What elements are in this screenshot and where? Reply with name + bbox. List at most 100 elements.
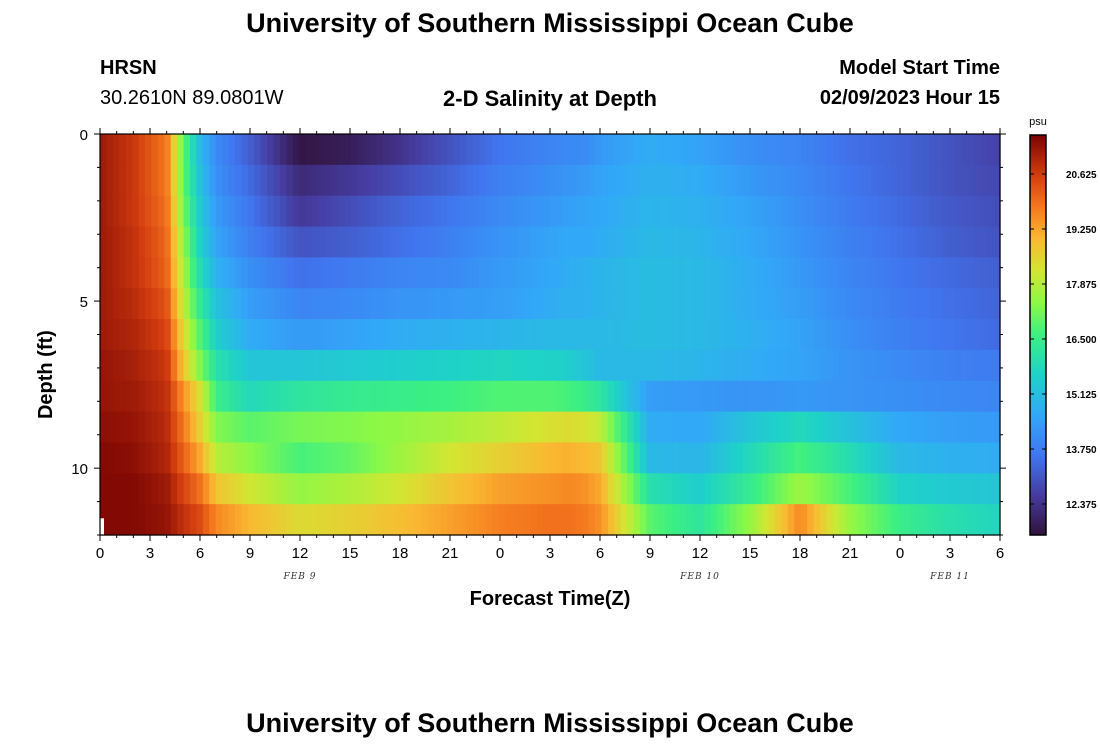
heatmap-cell — [839, 195, 847, 228]
heatmap-cell — [897, 411, 905, 444]
heatmap-cell — [235, 226, 243, 258]
heatmap-cell — [447, 380, 455, 413]
heatmap-cell — [659, 349, 667, 382]
heatmap-cell — [370, 257, 378, 289]
heatmap-cell — [794, 226, 802, 258]
heatmap-cell — [106, 134, 114, 166]
heatmap-cell — [370, 226, 378, 258]
heatmap-cell — [382, 473, 390, 505]
heatmap-cell — [318, 257, 326, 289]
heatmap-cell — [196, 134, 204, 166]
heatmap-cell — [241, 442, 249, 474]
heatmap-cell — [427, 134, 435, 166]
heatmap-cell — [370, 164, 378, 197]
heatmap-cell — [190, 504, 198, 536]
heatmap-cell — [125, 473, 133, 505]
heatmap-cell — [710, 164, 718, 197]
heatmap-cell — [267, 319, 275, 351]
heatmap-cell — [318, 504, 326, 536]
heatmap-cell — [652, 257, 660, 289]
heatmap-cell — [730, 164, 738, 197]
heatmap-cell — [916, 411, 924, 444]
heatmap-cell — [980, 134, 988, 166]
heatmap-cell — [820, 319, 828, 351]
heatmap-cell — [530, 226, 538, 258]
heatmap-cell — [858, 319, 866, 351]
heatmap-cell — [164, 195, 172, 228]
heatmap-cell — [691, 134, 699, 166]
heatmap-cell — [755, 134, 763, 166]
heatmap-cell — [337, 473, 345, 505]
heatmap-cell — [659, 473, 667, 505]
heatmap-cell — [157, 380, 165, 413]
heatmap-cell — [652, 134, 660, 166]
heatmap-cell — [138, 164, 146, 197]
heatmap-cell — [505, 319, 513, 351]
heatmap-cell — [492, 411, 500, 444]
heatmap-cell — [273, 288, 281, 320]
heatmap-cell — [292, 226, 300, 258]
heatmap-cell — [807, 349, 815, 382]
heatmap-cell — [350, 226, 358, 258]
heatmap-cell — [100, 226, 108, 258]
heatmap-cell — [440, 442, 448, 474]
heatmap-cell — [151, 319, 159, 351]
heatmap-cell — [839, 349, 847, 382]
heatmap-cell — [685, 349, 693, 382]
heatmap-cell — [479, 411, 487, 444]
heatmap-cell — [119, 442, 127, 474]
heatmap-cell — [421, 380, 429, 413]
heatmap-cell — [376, 380, 384, 413]
heatmap-cell — [498, 319, 506, 351]
heatmap-cell — [775, 504, 783, 536]
heatmap-cell — [402, 442, 410, 474]
heatmap-cell — [775, 134, 783, 166]
heatmap-cell — [691, 442, 699, 474]
heatmap-cell — [164, 134, 172, 166]
heatmap-cell — [993, 226, 1001, 258]
heatmap-cell — [582, 226, 590, 258]
heatmap-cell — [305, 473, 313, 505]
heatmap-cell — [466, 349, 474, 382]
heatmap-cell — [280, 195, 288, 228]
heatmap-cell — [292, 257, 300, 289]
heatmap-cell — [254, 411, 262, 444]
heatmap-cell — [125, 380, 133, 413]
heatmap-cell — [357, 380, 365, 413]
heatmap-cell — [601, 442, 609, 474]
heatmap-cell — [106, 473, 114, 505]
heatmap-cell — [865, 380, 873, 413]
heatmap-cell — [215, 257, 223, 289]
heatmap-cell — [305, 195, 313, 228]
heatmap-cell — [781, 473, 789, 505]
heatmap-cell — [620, 164, 628, 197]
heatmap-cell — [633, 473, 641, 505]
heatmap-cell — [190, 442, 198, 474]
heatmap-cell — [505, 195, 513, 228]
heatmap-cell — [640, 288, 648, 320]
heatmap-cell — [190, 411, 198, 444]
heatmap-cell — [845, 473, 853, 505]
heatmap-cell — [556, 473, 564, 505]
heatmap-cell — [241, 473, 249, 505]
heatmap-cell — [337, 442, 345, 474]
heatmap-cell — [942, 473, 950, 505]
heatmap-cell — [202, 288, 210, 320]
heatmap-cell — [408, 226, 416, 258]
heatmap-cell — [697, 411, 705, 444]
heatmap-cell — [543, 134, 551, 166]
heatmap-cell — [800, 473, 808, 505]
heatmap-cell — [588, 195, 596, 228]
heatmap-cell — [305, 257, 313, 289]
heatmap-cell — [710, 473, 718, 505]
heatmap-cell — [183, 504, 191, 536]
heatmap-cell — [434, 226, 442, 258]
heatmap-cell — [807, 164, 815, 197]
heatmap-cell — [447, 164, 455, 197]
heatmap-cell — [832, 195, 840, 228]
heatmap-cell — [177, 504, 185, 536]
heatmap-cell — [755, 473, 763, 505]
heatmap-cell — [254, 134, 262, 166]
heatmap-cell — [678, 226, 686, 258]
heatmap-cell — [331, 319, 339, 351]
